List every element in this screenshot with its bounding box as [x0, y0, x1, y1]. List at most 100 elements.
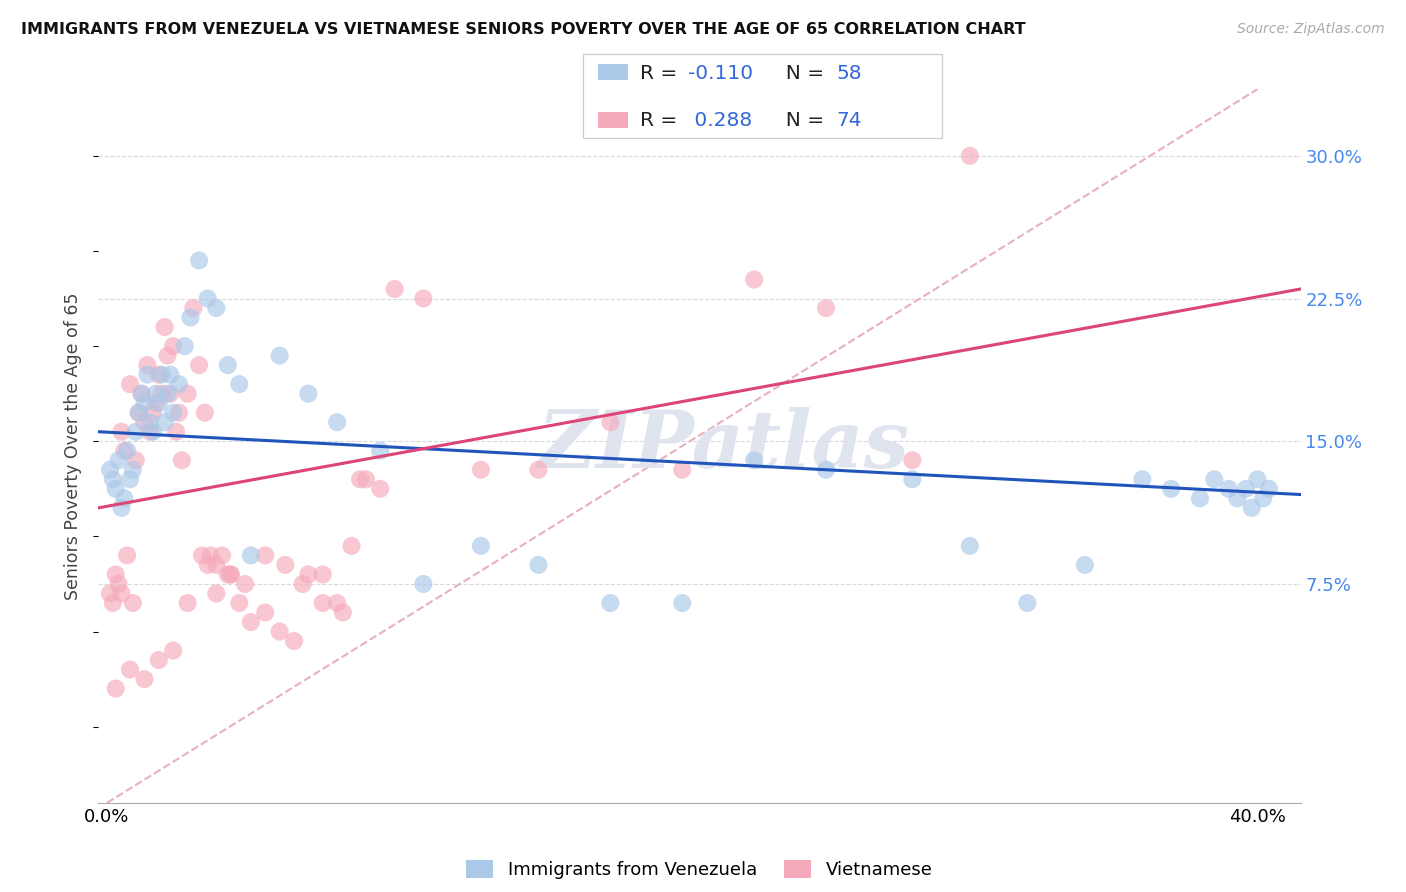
Point	[742, 272, 765, 286]
Point	[120, 663, 142, 677]
Text: Source: ZipAtlas.com: Source: ZipAtlas.com	[1237, 22, 1385, 37]
Point	[527, 463, 550, 477]
Point	[104, 681, 127, 696]
Point	[742, 453, 765, 467]
Point	[153, 320, 176, 334]
Point	[470, 539, 492, 553]
Point	[134, 415, 156, 429]
Point	[1246, 472, 1268, 486]
Text: 0.288: 0.288	[688, 112, 752, 130]
Point	[384, 282, 406, 296]
Point	[326, 415, 349, 429]
Point	[312, 596, 335, 610]
Point	[194, 406, 217, 420]
Point	[815, 301, 838, 315]
Point	[148, 368, 170, 382]
Text: ZIPatlas: ZIPatlas	[537, 408, 910, 484]
Point	[125, 425, 148, 439]
Point	[901, 472, 924, 486]
Point	[349, 472, 371, 486]
Point	[107, 577, 129, 591]
Point	[197, 558, 219, 572]
Point	[148, 396, 170, 410]
Point	[136, 368, 159, 382]
Point	[901, 453, 924, 467]
Point	[211, 549, 233, 563]
Point	[197, 292, 219, 306]
Point	[205, 301, 228, 315]
Point	[153, 415, 176, 429]
Point	[156, 386, 179, 401]
Point	[134, 396, 156, 410]
Point	[128, 406, 150, 420]
Point	[191, 549, 214, 563]
Point	[1218, 482, 1240, 496]
Point	[217, 358, 239, 372]
Point	[156, 349, 179, 363]
Point	[148, 653, 170, 667]
Point	[269, 624, 291, 639]
Y-axis label: Seniors Poverty Over the Age of 65: Seniors Poverty Over the Age of 65	[65, 293, 83, 599]
Point	[217, 567, 239, 582]
Point	[1257, 482, 1279, 496]
Point	[368, 443, 391, 458]
Point	[297, 567, 319, 582]
Point	[527, 558, 550, 572]
Text: R =: R =	[640, 64, 683, 83]
Point	[112, 491, 135, 506]
Point	[219, 567, 242, 582]
Point	[167, 406, 190, 420]
Point	[200, 549, 222, 563]
Point	[205, 586, 228, 600]
Point	[176, 386, 198, 401]
Point	[120, 377, 142, 392]
Point	[110, 425, 132, 439]
Point	[115, 549, 138, 563]
Point	[104, 567, 127, 582]
Point	[139, 425, 162, 439]
Point	[167, 377, 190, 392]
Point	[170, 453, 193, 467]
Point	[150, 368, 173, 382]
Point	[671, 596, 693, 610]
Point	[115, 443, 138, 458]
Point	[101, 596, 124, 610]
Point	[959, 539, 981, 553]
Text: -0.110: -0.110	[688, 64, 752, 83]
Point	[139, 415, 162, 429]
Point	[274, 558, 297, 572]
Point	[122, 596, 145, 610]
Point	[254, 549, 277, 563]
Point	[128, 406, 150, 420]
Point	[162, 339, 184, 353]
Point	[131, 386, 153, 401]
Point	[1204, 472, 1226, 486]
Point	[205, 558, 228, 572]
Point	[228, 596, 250, 610]
Point	[239, 549, 262, 563]
Point	[145, 386, 167, 401]
Legend: Immigrants from Venezuela, Vietnamese: Immigrants from Venezuela, Vietnamese	[460, 853, 939, 887]
Point	[412, 577, 434, 591]
Point	[297, 386, 319, 401]
Point	[122, 463, 145, 477]
Point	[815, 463, 838, 477]
Point	[671, 463, 693, 477]
Point	[120, 472, 142, 486]
Point	[98, 463, 121, 477]
Point	[98, 586, 121, 600]
Point	[368, 482, 391, 496]
Point	[136, 358, 159, 372]
Point	[1226, 491, 1249, 506]
Point	[1251, 491, 1274, 506]
Point	[104, 482, 127, 496]
Text: R =: R =	[640, 112, 683, 130]
Point	[326, 596, 349, 610]
Text: IMMIGRANTS FROM VENEZUELA VS VIETNAMESE SENIORS POVERTY OVER THE AGE OF 65 CORRE: IMMIGRANTS FROM VENEZUELA VS VIETNAMESE …	[21, 22, 1026, 37]
Point	[1188, 491, 1211, 506]
Point	[179, 310, 201, 325]
Point	[112, 443, 135, 458]
Point	[173, 339, 195, 353]
Point	[1074, 558, 1097, 572]
Point	[125, 453, 148, 467]
